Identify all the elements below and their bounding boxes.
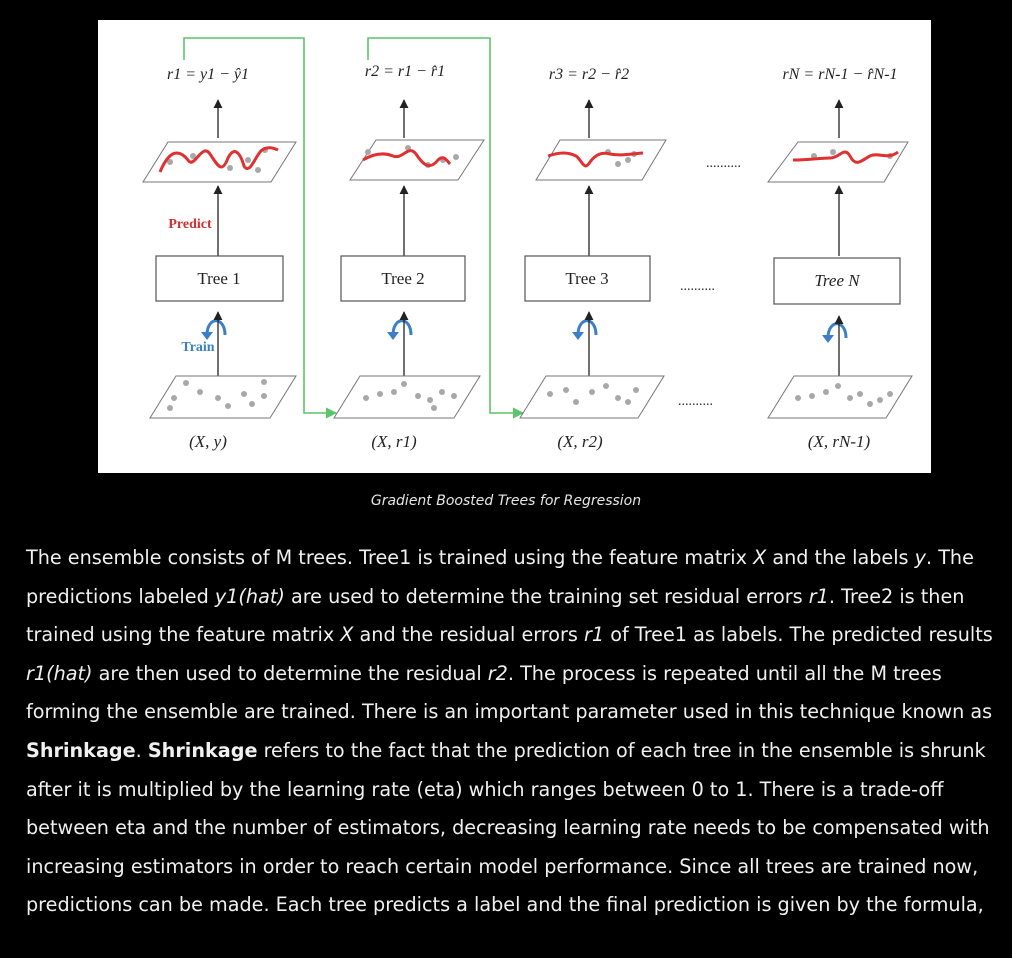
- body-paragraph: The ensemble consists of M trees. Tree1 …: [26, 539, 998, 925]
- residual-formula-n: rN = rN-1 − r̂N-1: [783, 66, 898, 83]
- paragraph-text: . The process is repeated until all the …: [26, 661, 993, 724]
- input-label-2: (X, r1): [371, 432, 417, 451]
- paragraph-text: and the labels: [766, 546, 915, 569]
- input-label-n: (X, rN-1): [808, 432, 871, 451]
- data-plane-2: [333, 375, 481, 419]
- input-label-1: (X, y): [189, 432, 227, 451]
- train-curve-icon-3: [572, 319, 598, 340]
- prediction-plane-2: [349, 139, 485, 181]
- paragraph-text: The ensemble consists of M trees. Tree1 …: [26, 546, 754, 569]
- paragraph-text: are then used to determine the residual: [92, 661, 488, 685]
- train-curve-icon-2: [387, 319, 413, 340]
- input-label-3: (X, r2): [557, 432, 603, 451]
- predict-label: Predict: [168, 217, 212, 232]
- tree-box-3: [524, 255, 651, 302]
- tree-label-1: Tree 1: [197, 269, 240, 288]
- residual-term: r2: [487, 661, 508, 685]
- feature-matrix-term: X: [340, 623, 354, 647]
- tree-label-2: Tree 2: [381, 269, 424, 288]
- labels-term: y: [914, 546, 926, 569]
- residual-term: r1: [808, 584, 829, 608]
- data-plane-1: [149, 375, 297, 419]
- tree-box-1: [155, 255, 284, 302]
- prediction-term: y1(hat): [214, 584, 285, 608]
- tree-label-3: Tree 3: [565, 269, 608, 288]
- shrinkage-term: Shrinkage: [147, 738, 258, 762]
- residual-formula-3: r3 = r2 − r̂2: [549, 66, 629, 83]
- paragraph-text: . The predictions labeled: [26, 546, 974, 608]
- residual-term: r1: [584, 623, 605, 647]
- feedback-arrow-2: [367, 37, 525, 419]
- tree-label-n: Tree N: [814, 271, 861, 290]
- prediction-term: r1(hat): [26, 661, 93, 685]
- paragraph-text: are used to determine the training set r…: [284, 584, 809, 608]
- tree-box-2: [340, 255, 466, 302]
- residual-formula-1: r1 = y1 − ŷ1: [167, 66, 249, 83]
- paragraph-text: refers to the fact that the prediction o…: [26, 738, 990, 917]
- diagram-canvas: r1 = y1 − ŷ1 r2 = r1 − r̂1 r3 = r2 − r̂2…: [142, 37, 913, 451]
- train-curve-icon-n: [822, 322, 848, 343]
- figure-caption: Gradient Boosted Trees for Regression: [370, 493, 642, 509]
- ellipsis-top: ..........: [706, 156, 741, 171]
- ellipsis-middle: ..........: [680, 279, 715, 294]
- paragraph-text: and the residual errors: [353, 623, 584, 647]
- prediction-plane-n: [767, 141, 909, 183]
- prediction-plane-3: [535, 139, 667, 181]
- feedback-arrow-1: [183, 37, 338, 419]
- train-curve-icon-1: [201, 319, 227, 340]
- shrinkage-term: Shrinkage: [26, 738, 136, 762]
- paragraph-text: . Tree2 is then trained using the featur…: [26, 584, 965, 647]
- paragraph-text: .: [135, 738, 148, 762]
- train-label: Train: [181, 340, 214, 355]
- data-plane-3: [519, 375, 665, 419]
- prediction-plane-1: [142, 141, 297, 183]
- feature-matrix-term: X: [753, 546, 767, 569]
- tree-box-n: [773, 257, 901, 305]
- gradient-boosting-diagram: r1 = y1 − ŷ1 r2 = r1 − r̂1 r3 = r2 − r̂2…: [98, 20, 931, 473]
- residual-formula-2: r2 = r1 − r̂1: [365, 63, 445, 80]
- ellipsis-bottom: ..........: [678, 394, 713, 409]
- paragraph-text: of Tree1 as labels. The predicted result…: [604, 623, 993, 647]
- data-plane-n: [767, 375, 913, 419]
